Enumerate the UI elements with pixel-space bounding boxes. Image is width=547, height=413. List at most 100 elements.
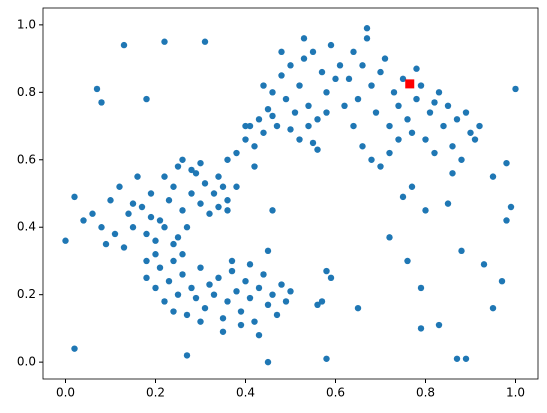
point bbox=[314, 301, 321, 308]
point bbox=[503, 217, 510, 224]
point bbox=[251, 318, 258, 325]
point bbox=[215, 274, 222, 282]
point bbox=[143, 95, 150, 103]
point bbox=[255, 331, 263, 339]
point bbox=[264, 301, 272, 308]
point bbox=[350, 122, 357, 130]
point bbox=[161, 173, 168, 180]
point bbox=[462, 355, 470, 362]
point bbox=[161, 298, 168, 305]
point bbox=[368, 156, 375, 163]
point bbox=[215, 173, 222, 180]
point bbox=[156, 217, 164, 224]
point bbox=[480, 261, 488, 268]
point bbox=[318, 298, 326, 305]
point bbox=[174, 291, 182, 298]
point bbox=[417, 284, 425, 292]
point bbox=[197, 200, 204, 207]
point bbox=[224, 156, 231, 163]
point bbox=[273, 311, 281, 319]
point bbox=[224, 207, 231, 214]
point bbox=[228, 257, 236, 265]
point bbox=[368, 82, 375, 89]
point bbox=[210, 291, 218, 298]
point bbox=[147, 213, 155, 221]
point bbox=[116, 183, 123, 190]
point bbox=[314, 146, 321, 153]
point bbox=[80, 217, 87, 224]
point bbox=[62, 237, 69, 244]
point bbox=[134, 173, 141, 180]
point bbox=[435, 321, 443, 329]
x-tick-label: 0.8 bbox=[416, 386, 435, 400]
x-tick-label: 0.4 bbox=[236, 386, 255, 400]
point bbox=[246, 294, 254, 302]
point bbox=[390, 89, 398, 96]
point bbox=[251, 163, 258, 170]
point bbox=[453, 355, 461, 362]
point bbox=[264, 247, 272, 255]
point bbox=[278, 72, 285, 79]
point bbox=[197, 318, 204, 325]
point bbox=[197, 264, 204, 271]
x-tick-label: 0.2 bbox=[146, 386, 165, 400]
y-tick-label: 0.2 bbox=[17, 287, 36, 301]
point bbox=[489, 304, 497, 312]
point bbox=[98, 99, 105, 106]
point bbox=[381, 55, 389, 62]
point bbox=[210, 190, 218, 197]
point bbox=[444, 200, 452, 207]
point bbox=[278, 281, 285, 288]
point bbox=[170, 183, 177, 190]
point bbox=[458, 247, 465, 255]
point bbox=[300, 35, 308, 42]
point bbox=[219, 315, 227, 322]
point bbox=[444, 102, 452, 110]
y-tick-label: 1.0 bbox=[17, 17, 36, 31]
point bbox=[237, 321, 245, 329]
point bbox=[498, 277, 506, 285]
point bbox=[120, 41, 128, 49]
point bbox=[215, 203, 222, 211]
point bbox=[246, 261, 254, 268]
point bbox=[512, 85, 519, 93]
point bbox=[413, 95, 420, 103]
point bbox=[233, 183, 240, 190]
point bbox=[183, 224, 191, 231]
point bbox=[129, 224, 137, 231]
point bbox=[237, 308, 245, 315]
point bbox=[246, 122, 254, 130]
point bbox=[332, 75, 339, 83]
point bbox=[179, 251, 186, 258]
point bbox=[296, 136, 303, 143]
point bbox=[161, 38, 168, 45]
point bbox=[453, 116, 461, 123]
point bbox=[323, 89, 330, 96]
point bbox=[174, 163, 182, 170]
point bbox=[170, 257, 177, 265]
point bbox=[408, 129, 416, 136]
point bbox=[273, 122, 281, 130]
point bbox=[503, 159, 510, 167]
y-tick-label: 0.8 bbox=[17, 85, 36, 99]
point bbox=[165, 197, 173, 204]
point bbox=[206, 210, 213, 217]
point bbox=[107, 197, 114, 204]
point bbox=[440, 122, 447, 130]
point bbox=[341, 102, 348, 110]
point bbox=[264, 358, 272, 366]
point bbox=[233, 149, 240, 157]
point bbox=[449, 170, 456, 177]
point bbox=[309, 139, 317, 147]
point bbox=[179, 271, 186, 278]
point bbox=[102, 240, 110, 248]
y-tick-label: 0.4 bbox=[17, 220, 36, 234]
point bbox=[269, 291, 276, 298]
x-tick-label: 0.0 bbox=[56, 386, 75, 400]
point bbox=[314, 116, 321, 123]
point bbox=[350, 48, 357, 56]
point bbox=[269, 207, 276, 214]
point bbox=[125, 210, 132, 217]
point bbox=[287, 288, 294, 295]
point bbox=[336, 62, 344, 69]
